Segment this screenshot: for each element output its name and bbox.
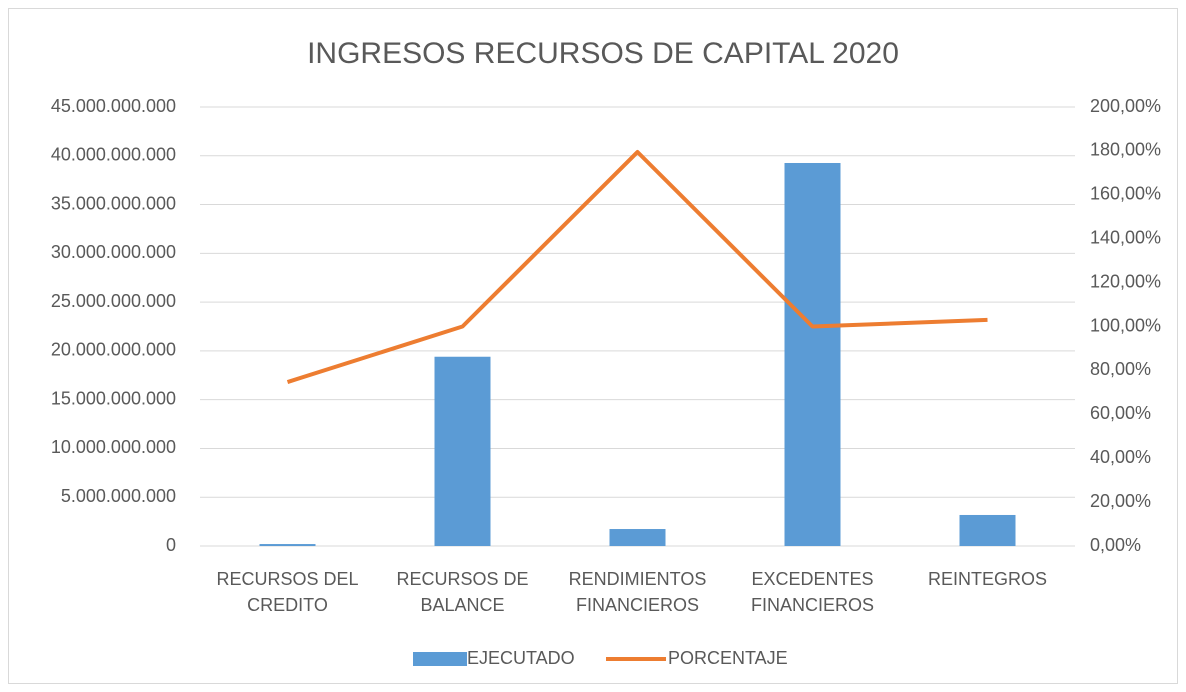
x-tick-label: RECURSOS DE BALANCE [396, 569, 529, 615]
legend-label: PORCENTAJE [668, 648, 788, 668]
y-tick-label: 25.000.000.000 [51, 291, 176, 311]
bar [959, 514, 1016, 546]
x-tick-label: EXCEDENTES FINANCIEROS [750, 569, 874, 615]
y-tick-label: 0 [166, 535, 176, 555]
y-tick-label: 40.000.000.000 [51, 145, 176, 165]
y2-tick-label: 200,00% [1090, 96, 1161, 116]
y2-tick-label: 80,00% [1090, 359, 1151, 379]
legend-swatch [413, 652, 467, 666]
y-tick-label: 30.000.000.000 [51, 242, 176, 262]
chart-title: INGRESOS RECURSOS DE CAPITAL 2020 [307, 37, 899, 70]
y-tick-label: 35.000.000.000 [51, 193, 176, 213]
bar [259, 544, 316, 546]
y2-tick-label: 60,00% [1090, 403, 1151, 423]
line [286, 149, 988, 384]
y2-tick-label: 180,00% [1090, 140, 1161, 160]
bar [609, 529, 666, 546]
x-tick-label: RECURSOS DEL CREDITO [216, 569, 359, 615]
y2-tick-label: 160,00% [1090, 184, 1161, 204]
x-tick-label: REINTEGROS [927, 569, 1047, 589]
y-tick-label: 45.000.000.000 [51, 96, 176, 116]
y-tick-label: 20.000.000.000 [51, 340, 176, 360]
chart-frame [8, 8, 1178, 684]
y-tick-label: 10.000.000.000 [51, 437, 176, 457]
y2-tick-label: 140,00% [1090, 227, 1161, 247]
y2-tick-label: 40,00% [1090, 447, 1151, 467]
y2-tick-label: 0,00% [1090, 535, 1141, 555]
bar [434, 356, 491, 546]
bar [784, 162, 841, 546]
y2-tick-label: 20,00% [1090, 491, 1151, 511]
x-tick-label: RENDIMIENTOS FINANCIEROS [568, 569, 707, 615]
legend-label: EJECUTADO [467, 648, 575, 668]
y-tick-label: 15.000.000.000 [51, 388, 176, 408]
y-tick-label: 5.000.000.000 [61, 486, 176, 506]
y2-tick-label: 120,00% [1090, 271, 1161, 291]
y2-tick-label: 100,00% [1090, 315, 1161, 335]
